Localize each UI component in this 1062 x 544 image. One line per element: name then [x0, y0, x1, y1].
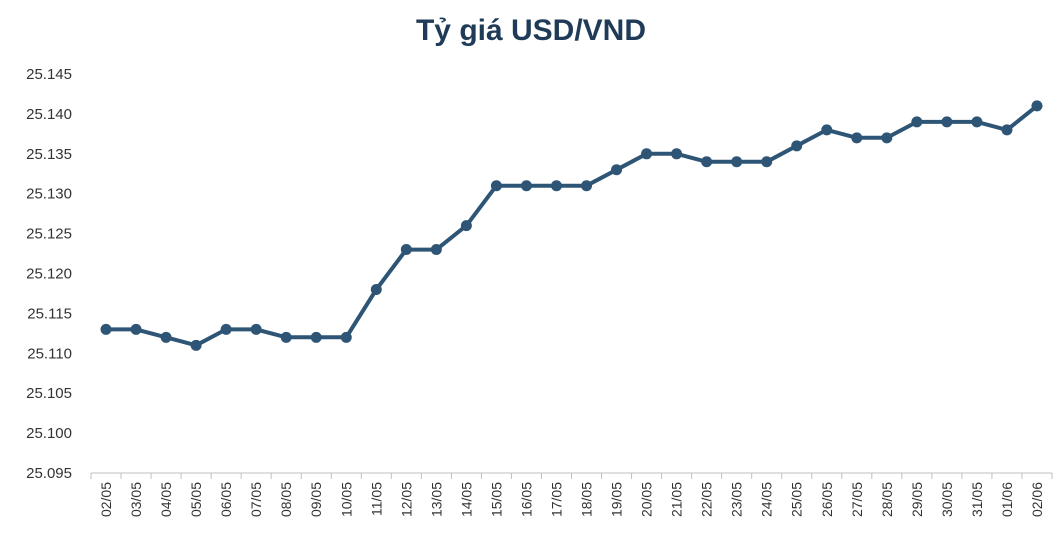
data-point	[460, 220, 472, 232]
data-point	[701, 156, 713, 168]
x-tick-label: 31/05	[969, 482, 985, 517]
x-tick-label: 14/05	[458, 482, 474, 517]
data-point	[250, 323, 262, 335]
data-point	[881, 132, 893, 144]
data-point	[130, 323, 142, 335]
x-tick-label: 23/05	[729, 482, 745, 517]
data-point	[340, 331, 352, 343]
x-tick-label: 07/05	[248, 482, 264, 517]
data-point	[911, 116, 923, 128]
y-tick-label: 25.105	[26, 385, 72, 402]
x-tick-label: 06/05	[218, 482, 234, 517]
series-points	[100, 100, 1043, 351]
x-tick-label: 11/05	[368, 482, 384, 516]
x-tick-label: 16/05	[518, 482, 534, 517]
x-tick-label: 29/05	[909, 482, 925, 517]
data-point	[791, 140, 803, 152]
data-point	[400, 244, 412, 256]
x-tick-label: 13/05	[428, 482, 444, 517]
y-tick-label: 25.095	[26, 465, 72, 482]
x-tick-label: 25/05	[789, 482, 805, 517]
y-tick-label: 25.135	[26, 146, 72, 163]
data-point	[280, 331, 292, 343]
data-point	[310, 331, 322, 343]
data-point	[641, 148, 653, 160]
y-tick-label: 25.115	[27, 305, 72, 322]
data-point	[821, 124, 833, 136]
x-tick-label: 24/05	[759, 482, 775, 517]
y-tick-label: 25.125	[26, 226, 72, 243]
data-point	[220, 323, 232, 335]
data-point	[761, 156, 773, 168]
data-point	[581, 180, 593, 192]
y-tick-label: 25.110	[27, 345, 72, 362]
x-tick-label: 20/05	[639, 482, 655, 517]
data-point	[100, 323, 112, 335]
series-line	[104, 103, 1039, 348]
y-tick-label: 25.140	[26, 106, 72, 123]
series-line-path	[104, 103, 1039, 348]
x-tick-label: 02/06	[1029, 482, 1045, 517]
x-tick-label: 28/05	[879, 482, 895, 517]
x-tick-label: 19/05	[609, 482, 625, 517]
x-tick-label: 12/05	[398, 482, 414, 517]
data-point	[1001, 124, 1013, 136]
data-point	[671, 148, 683, 160]
data-point	[430, 244, 442, 256]
x-tick-label: 08/05	[278, 482, 294, 517]
y-tick-label: 25.100	[26, 425, 72, 442]
x-tick-label: 17/05	[548, 482, 564, 517]
x-tick-label: 09/05	[308, 482, 324, 517]
y-tick-label: 25.120	[26, 266, 72, 283]
x-axis-ticks: 02/05 03/05 04/05 05/05 06/05 07/05 08/05 09/05…	[90, 473, 1053, 517]
x-tick-label: 03/05	[128, 482, 144, 517]
y-tick-label: 25.130	[26, 186, 72, 203]
x-tick-label: 15/05	[488, 482, 504, 517]
x-tick-label: 02/05	[98, 482, 114, 517]
y-axis-ticks: 25.095 25.100 25.105 25.110 25.115 25.120 25.1…	[26, 66, 72, 482]
x-tick-label: 21/05	[669, 482, 685, 517]
x-tick-label: 04/05	[158, 482, 174, 517]
data-point	[971, 116, 983, 128]
data-point	[731, 156, 743, 168]
y-tick-label: 25.145	[26, 66, 72, 83]
data-point	[1031, 100, 1043, 112]
data-point	[490, 180, 502, 192]
x-tick-label: 10/05	[338, 482, 354, 517]
data-point	[190, 339, 202, 351]
x-tick-label: 01/06	[999, 482, 1015, 517]
x-tick-label: 30/05	[939, 482, 955, 517]
data-point	[370, 283, 382, 295]
chart-title: Tỷ giá USD/VND	[415, 14, 647, 47]
x-tick-label: 22/05	[699, 482, 715, 517]
x-tick-label: 18/05	[579, 482, 595, 517]
data-point	[611, 164, 623, 176]
x-tick-label: 05/05	[188, 482, 204, 517]
data-point	[550, 180, 562, 192]
data-point	[160, 331, 172, 343]
data-point	[520, 180, 532, 192]
x-tick-label: 27/05	[849, 482, 865, 517]
data-point	[851, 132, 863, 144]
x-tick-label: 26/05	[819, 482, 835, 517]
data-point	[941, 116, 953, 128]
